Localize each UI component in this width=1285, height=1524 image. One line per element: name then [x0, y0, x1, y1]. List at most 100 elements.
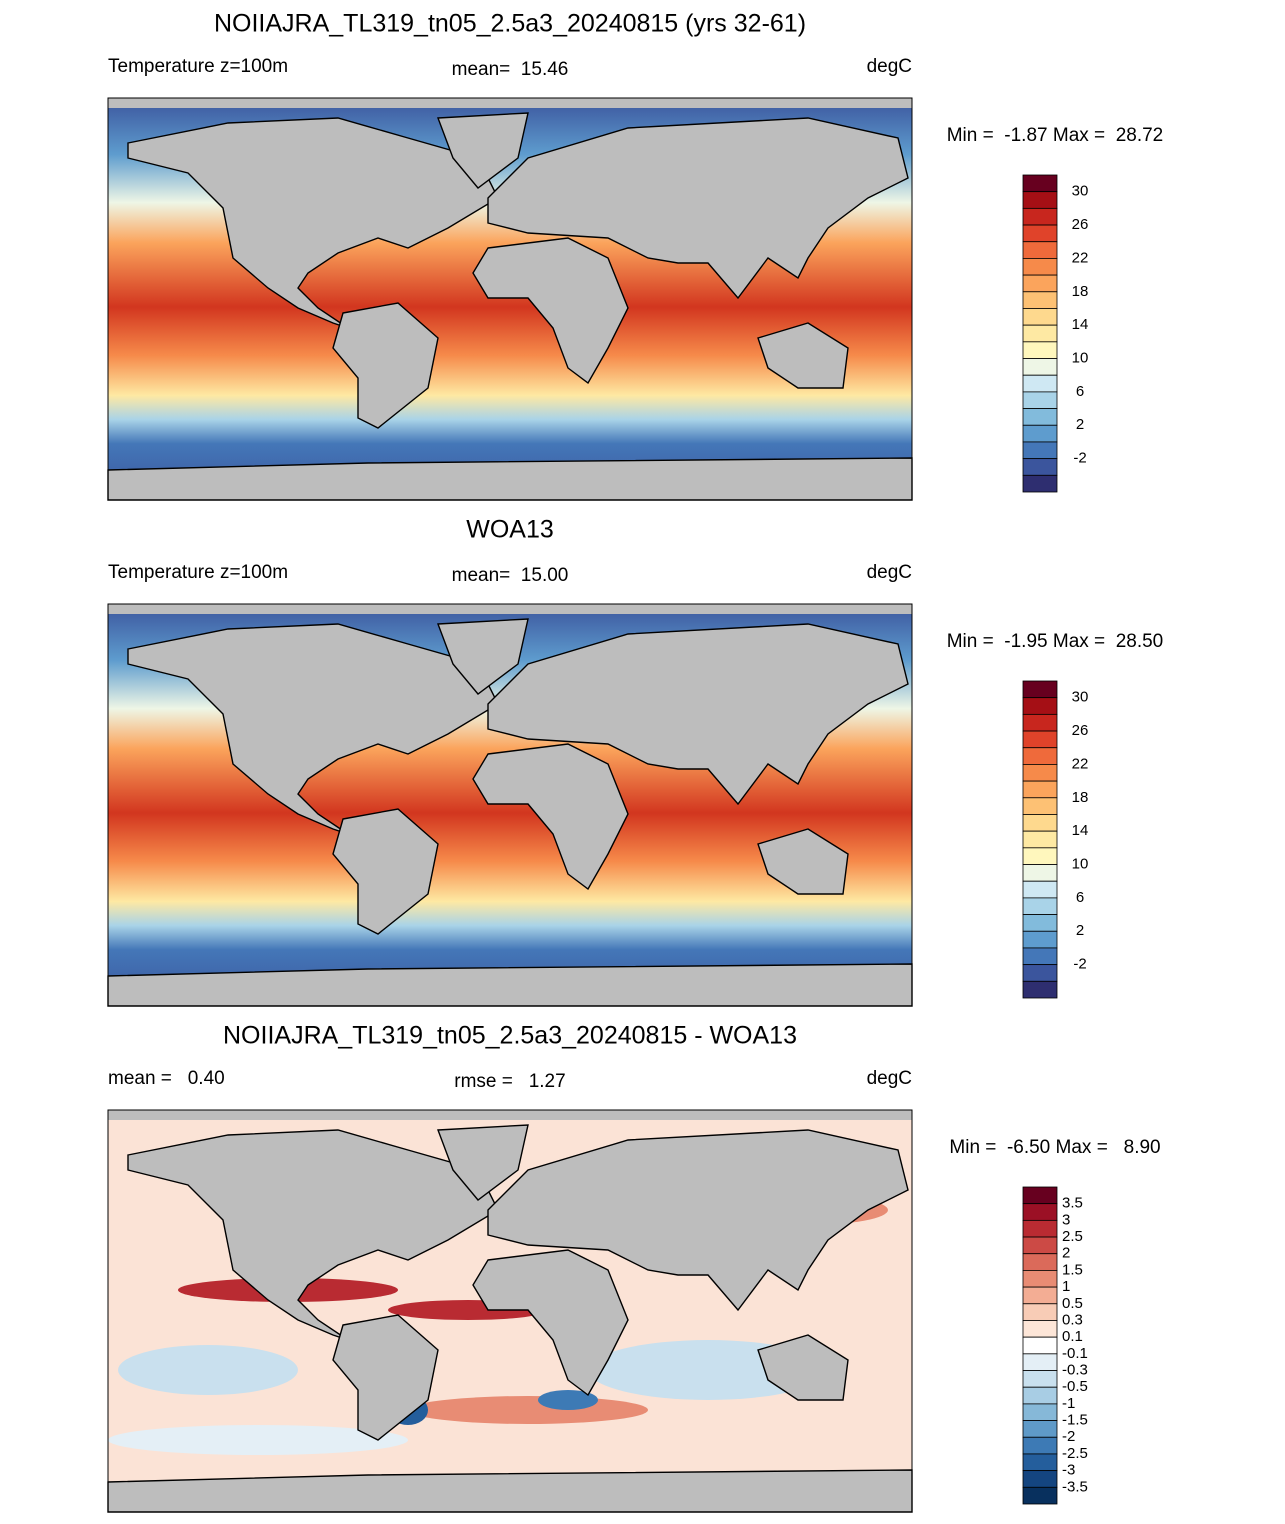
- label-center: mean= 15.46: [452, 59, 569, 80]
- map-frame: [107, 1109, 913, 1513]
- colorbar-label: -0.5: [1062, 1378, 1088, 1395]
- colorbar-box: [1022, 880, 1058, 899]
- units: degC: [867, 562, 912, 583]
- colorbar-box: [1022, 947, 1058, 966]
- colorbar-box: [1022, 747, 1058, 765]
- colorbar-label: 2: [1076, 416, 1084, 433]
- colorbar-box: [1022, 291, 1058, 309]
- panel-title: NOIIAJRA_TL319_tn05_2.5a3_20240815 - WOA…: [223, 1022, 797, 1050]
- colorbar-box: [1022, 274, 1058, 293]
- colorbar-box: [1022, 847, 1058, 865]
- colorbar-box: [1022, 1270, 1058, 1288]
- colorbar-label: 18: [1072, 789, 1089, 806]
- colorbar-box: [1022, 697, 1058, 715]
- map-frame: [107, 603, 913, 1007]
- colorbar-box: [1022, 1353, 1058, 1371]
- colorbar-box: [1022, 308, 1058, 326]
- colorbar-label: -0.1: [1062, 1345, 1088, 1362]
- colorbar-box: [1022, 1320, 1058, 1338]
- label-left: Temperature z=100m: [108, 562, 288, 583]
- colorbar-label: -3.5: [1062, 1478, 1088, 1495]
- colorbar-box: [1022, 1420, 1058, 1438]
- colorbar-box: [1022, 764, 1058, 782]
- colorbar-box: [1022, 1386, 1058, 1405]
- colorbar-box: [1022, 1336, 1058, 1355]
- colorbar-box: [1022, 914, 1058, 932]
- colorbar-label: -2: [1073, 956, 1086, 973]
- map: [107, 603, 913, 1007]
- colorbar-label: 1.5: [1062, 1261, 1083, 1278]
- colorbar-box: [1022, 680, 1058, 699]
- colorbar-label: 14: [1072, 316, 1089, 333]
- colorbar-box: [1022, 1470, 1058, 1488]
- colorbar-box: [1022, 224, 1058, 243]
- colorbar-box: [1022, 207, 1058, 226]
- colorbar-box: [1022, 713, 1058, 732]
- colorbar-box: [1022, 930, 1058, 949]
- colorbar-box: [1022, 830, 1058, 849]
- colorbar-box: [1022, 897, 1058, 915]
- colorbar-box: [1022, 1403, 1058, 1421]
- colorbar-box: [1022, 1203, 1058, 1221]
- colorbar-box: [1022, 341, 1058, 359]
- colorbar-box: [1022, 191, 1058, 209]
- map-frame: [107, 97, 913, 501]
- colorbar-box: [1022, 1436, 1058, 1455]
- colorbar-box: [1022, 964, 1058, 982]
- colorbar-box: [1022, 1253, 1058, 1271]
- colorbar-label: 18: [1072, 283, 1089, 300]
- colorbar-label: -1: [1062, 1395, 1075, 1412]
- units: degC: [867, 1068, 912, 1089]
- min-max: Min = -1.87 Max = 28.72: [947, 125, 1164, 146]
- colorbar-label: 30: [1072, 183, 1089, 200]
- colorbar-label: -0.3: [1062, 1361, 1088, 1378]
- colorbar-label: -1.5: [1062, 1412, 1088, 1429]
- label-center: mean= 15.00: [452, 565, 569, 586]
- colorbar-label: -2: [1062, 1428, 1075, 1445]
- label-left: mean = 0.40: [108, 1068, 225, 1089]
- colorbar-box: [1022, 1219, 1058, 1238]
- colorbar-box: [1022, 458, 1058, 476]
- colorbar-label: 10: [1072, 349, 1089, 366]
- colorbar-label: 2.5: [1062, 1228, 1083, 1245]
- colorbar-label: 22: [1072, 249, 1089, 266]
- colorbar-label: -3: [1062, 1462, 1075, 1479]
- colorbar-label: 30: [1072, 689, 1089, 706]
- colorbar-box: [1022, 1453, 1058, 1472]
- colorbar-box: [1022, 424, 1058, 443]
- colorbar-box: [1022, 474, 1058, 493]
- colorbar-label: 0.3: [1062, 1311, 1083, 1328]
- colorbar-box: [1022, 324, 1058, 343]
- colorbar-box: [1022, 980, 1058, 999]
- colorbar-box: [1022, 864, 1058, 882]
- colorbar-box: [1022, 1486, 1058, 1505]
- colorbar-box: [1022, 780, 1058, 799]
- colorbar-label: 3.5: [1062, 1195, 1083, 1212]
- colorbar-box: [1022, 814, 1058, 832]
- colorbar-label: 14: [1072, 822, 1089, 839]
- colorbar-box: [1022, 408, 1058, 426]
- colorbar-label: 3: [1062, 1211, 1070, 1228]
- colorbar-box: [1022, 1303, 1058, 1321]
- colorbar-label: 6: [1076, 889, 1084, 906]
- colorbar-label: 6: [1076, 383, 1084, 400]
- panel-title: WOA13: [466, 516, 554, 544]
- colorbar-box: [1022, 391, 1058, 409]
- colorbar-box: [1022, 1370, 1058, 1388]
- min-max: Min = -6.50 Max = 8.90: [949, 1137, 1160, 1158]
- colorbar-box: [1022, 797, 1058, 815]
- panel-title: NOIIAJRA_TL319_tn05_2.5a3_20240815 (yrs …: [214, 10, 806, 38]
- colorbar-box: [1022, 1236, 1058, 1255]
- colorbar-label: -2: [1073, 450, 1086, 467]
- colorbar-box: [1022, 358, 1058, 376]
- label-left: Temperature z=100m: [108, 56, 288, 77]
- colorbar-box: [1022, 174, 1058, 193]
- colorbar-label: 26: [1072, 216, 1089, 233]
- units: degC: [867, 56, 912, 77]
- colorbar-box: [1022, 441, 1058, 460]
- colorbar-label: 10: [1072, 855, 1089, 872]
- colorbar-box: [1022, 241, 1058, 259]
- label-center: rmse = 1.27: [454, 1071, 565, 1092]
- colorbar-box: [1022, 730, 1058, 749]
- colorbar-box: [1022, 374, 1058, 393]
